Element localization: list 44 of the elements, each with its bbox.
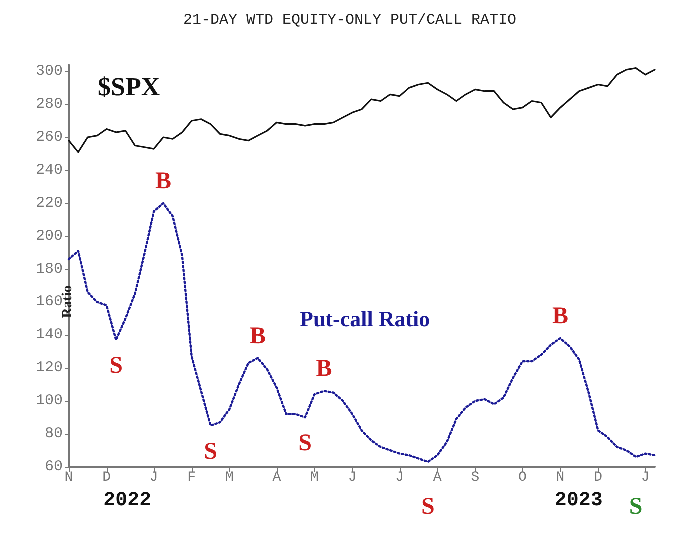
x-tick-label: N: [556, 470, 565, 486]
x-tick-label: A: [433, 470, 442, 486]
text: Put-call Ratio: [300, 306, 430, 332]
y-tick-label: 280: [36, 96, 63, 114]
x-tick-label: J: [641, 470, 650, 486]
x-tick-label: M: [225, 470, 234, 486]
text: 2023: [554, 490, 603, 512]
x-tick-label: D: [102, 470, 112, 486]
y-tick-label: 200: [36, 228, 63, 245]
x-tick-label: D: [594, 470, 602, 486]
x-tick-label: F: [188, 470, 196, 486]
y-tick-label: 80: [44, 426, 63, 443]
x-tick-label: A: [272, 470, 282, 486]
series-label: $SPX: [98, 72, 160, 102]
x-tick-label: J: [150, 470, 158, 486]
annotation: B: [250, 323, 266, 350]
annotation: B: [156, 168, 172, 194]
y-tick-label: 260: [36, 128, 63, 146]
y-axis-title: Ratio: [60, 286, 76, 318]
annotation: S: [298, 430, 312, 457]
text: 2022: [104, 490, 152, 512]
y-tick-label: 60: [44, 458, 63, 476]
y-tick-label: 120: [36, 360, 63, 377]
x-tick-label: J: [348, 470, 357, 486]
y-tick-label: 220: [36, 194, 63, 212]
x-tick-label: M: [310, 470, 319, 486]
annotation: B: [552, 303, 568, 330]
x-tick-label: S: [471, 470, 480, 486]
x-tick-label: O: [518, 470, 527, 486]
annotation: B: [316, 356, 332, 382]
y-tick-label: 160: [36, 294, 63, 311]
line-series: [68, 67, 656, 154]
x-tick-label: N: [64, 470, 74, 486]
annotation: S: [421, 494, 435, 520]
annotation: S: [629, 494, 643, 520]
y-tick-label: 240: [36, 162, 63, 179]
y-tick-label: 300: [36, 63, 63, 80]
annotation: S: [204, 438, 218, 465]
annotation: S: [110, 353, 123, 380]
x-tick-label: J: [396, 470, 404, 486]
y-tick-label: 140: [36, 326, 63, 344]
y-tick-label: 180: [36, 260, 63, 278]
chart-title: 21-DAY WTD EQUITY-ONLY PUT/CALL RATIO: [183, 12, 517, 29]
y-tick-label: 100: [36, 392, 63, 410]
